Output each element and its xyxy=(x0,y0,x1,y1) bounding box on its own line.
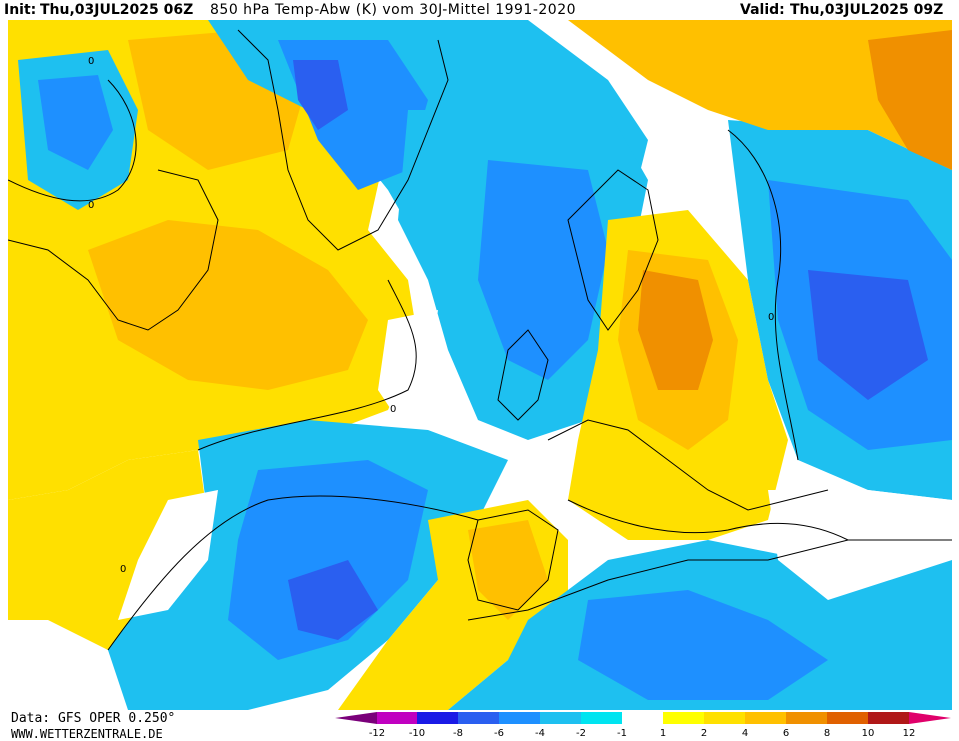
legend-swatch xyxy=(458,712,499,724)
legend-label: 2 xyxy=(701,728,707,738)
contour-label: 0 xyxy=(88,56,94,67)
legend-swatch xyxy=(745,712,786,724)
cold-region-north-africa-core xyxy=(578,590,828,700)
legend-swatch xyxy=(704,712,745,724)
legend-label: 12 xyxy=(903,728,916,738)
legend-label: -2 xyxy=(576,728,586,738)
warm-region-canada-core xyxy=(88,220,368,390)
temperature-anomaly-map: 0 0 0 0 0 xyxy=(8,20,952,710)
neutral-region-azores xyxy=(378,310,438,420)
map-title: 850 hPa Temp-Abw (K) vom 30J-Mittel 1991… xyxy=(210,2,577,18)
zero-contours xyxy=(8,79,849,651)
warm-region-baltic-core xyxy=(638,270,713,390)
warm-region-arctic-east-core xyxy=(868,30,952,170)
valid-time: Thu,03JUL2025 09Z xyxy=(790,2,944,18)
legend-swatch xyxy=(786,712,827,724)
legend-swatch xyxy=(622,712,663,724)
legend-label: -12 xyxy=(369,728,385,738)
init-label: Init: xyxy=(4,2,37,18)
coastline-north-africa xyxy=(467,539,952,621)
legend-label: -8 xyxy=(453,728,463,738)
contour-line xyxy=(727,129,799,461)
map-header: Init: Thu,03JUL2025 06Z 850 hPa Temp-Abw… xyxy=(0,0,959,20)
legend-swatch xyxy=(663,712,704,724)
legend-label: 6 xyxy=(783,728,789,738)
legend-swatch xyxy=(868,712,909,724)
legend-label: 4 xyxy=(742,728,748,738)
legend-swatch xyxy=(499,712,540,724)
legend-swatch xyxy=(377,712,417,724)
legend-arrow-low xyxy=(335,712,377,724)
warm-region-subtropical-atlantic xyxy=(8,450,208,650)
cold-region-russia-deep xyxy=(808,270,928,400)
contour-line xyxy=(107,495,479,651)
legend-swatch xyxy=(417,712,458,724)
contour-line xyxy=(197,279,417,451)
legend-label: 1 xyxy=(660,728,666,738)
website-link[interactable]: WWW.WETTERZENTRALE.DE xyxy=(11,727,163,741)
color-legend: -12 -10 -8 -6 -4 -2 -1 1 2 4 6 8 10 12 xyxy=(335,712,951,738)
cold-region-central-atlantic-deep xyxy=(288,560,378,640)
init-time: Thu,03JUL2025 06Z xyxy=(40,2,194,18)
coastline-iberia xyxy=(467,509,559,611)
coastline-greenland xyxy=(237,29,449,251)
neutral-region-mediterranean xyxy=(768,490,952,600)
warm-region-arctic-east xyxy=(568,20,952,170)
legend-swatch xyxy=(827,712,868,724)
cold-region-labrador-core xyxy=(38,75,113,170)
legend-arrow-high xyxy=(909,712,951,724)
legend-swatch xyxy=(581,712,622,724)
legend-label: -1 xyxy=(617,728,627,738)
coastlines xyxy=(8,29,952,621)
cold-region-north-sea-core xyxy=(478,160,608,380)
contour-line xyxy=(8,79,137,202)
warm-region-iberia-core xyxy=(468,520,548,620)
legend-label: -10 xyxy=(409,728,425,738)
cold-region-greenland-deep xyxy=(293,60,348,130)
contour-label: 0 xyxy=(120,564,126,575)
contour-line xyxy=(567,499,849,541)
neutral-region-west-sahara xyxy=(118,490,218,620)
legend-label: 8 xyxy=(824,728,830,738)
contour-label: 0 xyxy=(390,404,396,415)
coastline-scandinavia xyxy=(567,169,659,331)
coastline-canada xyxy=(8,169,219,331)
coastline-europe xyxy=(547,419,829,511)
valid-label: Valid: xyxy=(740,2,785,18)
contour-label: 0 xyxy=(768,312,774,323)
coastline-british-isles xyxy=(497,329,549,421)
data-source: Data: GFS OPER 0.250° xyxy=(11,711,176,726)
legend-label: -6 xyxy=(494,728,504,738)
legend-label: 10 xyxy=(862,728,875,738)
contour-label: 0 xyxy=(88,200,94,211)
legend-label: -4 xyxy=(535,728,545,738)
legend-swatch xyxy=(540,712,581,724)
